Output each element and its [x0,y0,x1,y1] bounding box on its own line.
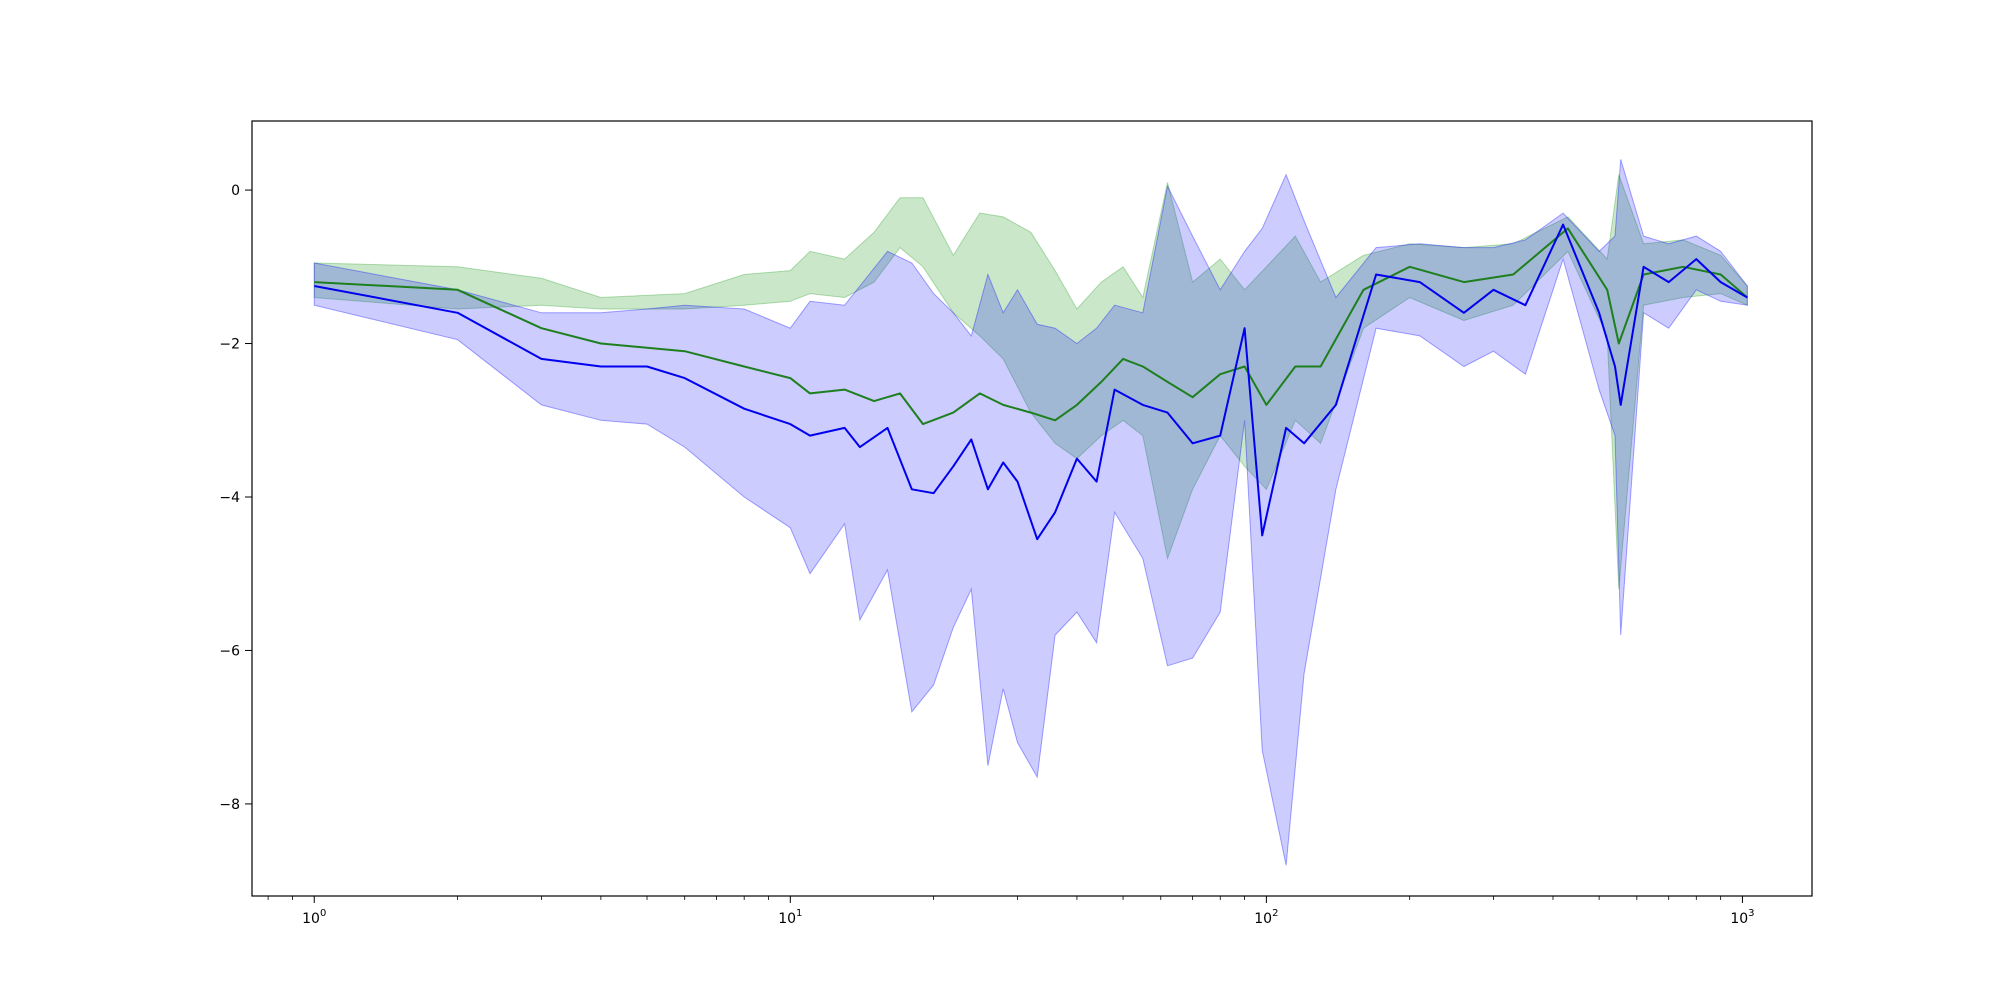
y-tick-label: −6 [219,643,240,659]
x-tick-exponent: 1 [796,908,802,919]
x-tick-label: 101 [778,908,802,927]
series-1-line [314,227,1748,426]
x-tick-label: 103 [1730,908,1754,927]
x-tick-exponent: 0 [320,908,326,919]
series-2-line [314,223,1748,541]
y-tick-label: −2 [219,337,240,353]
bands-layer [313,159,1748,866]
x-tick-exponent: 3 [1748,908,1754,919]
y-tick-label: 0 [231,183,240,199]
lines-layer [314,223,1748,541]
x-tick-exponent: 2 [1272,908,1278,919]
x-tick-base: 10 [1254,911,1272,927]
x-tick-base: 10 [778,911,796,927]
series-2-band [313,159,1748,866]
x-axis: 100 101 102 103 [267,896,1755,927]
y-tick-label: −4 [219,490,240,506]
x-tick-label: 100 [302,908,326,927]
x-tick-base: 10 [1730,911,1748,927]
plot-frame [251,120,1813,897]
series-1-band [313,174,1748,590]
y-tick-label: −8 [219,797,240,813]
x-tick-label: 102 [1254,908,1278,927]
y-axis: 0 −2 −4 −6 −8 [219,183,252,813]
x-tick-base: 10 [302,911,320,927]
